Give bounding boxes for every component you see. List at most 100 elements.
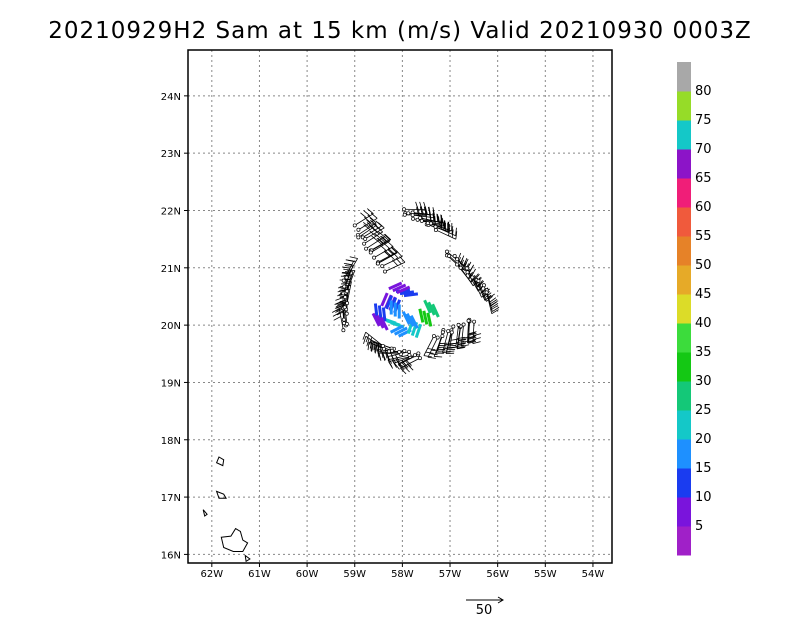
colorbar-segment (677, 526, 691, 556)
wind-barb-staff (364, 227, 385, 240)
wind-barb-feather (369, 217, 377, 224)
wind-barb-feather (373, 341, 376, 350)
wind-barb-feather (342, 266, 351, 269)
wind-barb-feather (455, 344, 464, 348)
colorbar-segment (677, 178, 691, 208)
wind-barb-feather (335, 297, 344, 301)
wind-barb-feather (380, 349, 384, 358)
wind-barb-staff (478, 280, 487, 302)
colorbar-segment (677, 149, 691, 179)
wind-barb-feather (451, 338, 460, 341)
wind-barb-station (407, 353, 412, 358)
wind-barb-feather (383, 233, 390, 240)
wind-barb-station (383, 269, 387, 274)
wind-barb-feather (395, 357, 401, 366)
wind-barb-staff (423, 335, 435, 356)
wind-barb-feather (448, 342, 457, 345)
colorbar-label: 45 (695, 287, 712, 302)
wind-barb-station (372, 255, 377, 260)
wind-barb-feather (381, 235, 388, 242)
wind-barb-feather (434, 216, 436, 225)
wind-barb-feather (364, 216, 371, 223)
wind-barb-feather (400, 367, 407, 375)
wind-barb-feather (489, 297, 497, 303)
wind-barb-feather (458, 338, 467, 341)
wind-barb-station (380, 264, 385, 269)
wind-barb-staff (433, 335, 443, 357)
wind-barb-feather (405, 359, 412, 366)
y-tick-label: 23N (161, 149, 181, 160)
wind-barb-station (433, 224, 438, 229)
inner-core-barb (423, 299, 432, 314)
wind-barb-feather (399, 256, 406, 263)
colorbar-segment (677, 497, 691, 527)
colorbar-label: 80 (695, 84, 712, 99)
wind-barb-feather (467, 336, 476, 340)
wind-barb-feather (383, 235, 390, 242)
wind-barb-station (407, 349, 411, 354)
wind-barb-feather (459, 257, 464, 266)
colorbar-label: 50 (695, 258, 712, 273)
x-tick-label: 61W (248, 569, 271, 580)
wind-barb-feather (366, 208, 374, 214)
wind-barb-station (461, 322, 466, 327)
colorbar-segment (677, 381, 691, 411)
inner-core-barb (426, 312, 433, 327)
inner-core-barb (405, 312, 415, 327)
wind-barb-station (344, 275, 349, 280)
colorbar-segment (677, 352, 691, 382)
wind-barb-feather (468, 265, 474, 274)
wind-barb-feather (345, 263, 354, 266)
wind-barb-staff (387, 354, 410, 361)
inner-core-barb (389, 324, 404, 334)
colorbar-label: 60 (695, 200, 712, 215)
y-tick-label: 18N (161, 436, 181, 447)
wind-barb-station (345, 289, 349, 294)
wind-barb-feather (344, 265, 353, 267)
x-axis: 62W 61W 60W 59W 58W 57W 56W 55W 54W (201, 563, 604, 580)
colorbar-segment (677, 410, 691, 440)
wind-barb-staff (460, 324, 465, 347)
wind-barb-staff (382, 256, 403, 267)
wind-barb-feather (467, 332, 476, 336)
wind-barb-feather (419, 206, 423, 215)
x-tick-label: 55W (534, 569, 557, 580)
wind-barb-feather (455, 231, 458, 240)
wind-barb-feather (386, 353, 390, 362)
wind-barb-feather (468, 331, 477, 335)
wind-barb-feather (457, 343, 466, 346)
inner-core-barb (392, 283, 407, 293)
wind-barb-feather (372, 228, 380, 235)
wind-barb-feather (382, 353, 386, 362)
wind-barb-station (342, 305, 347, 310)
colorbar: 5 10 15 20 25 30 35 40 45 50 55 60 65 70 75 80 (677, 62, 712, 556)
wind-barb-feather (405, 360, 412, 368)
wind-barb-station (455, 262, 459, 267)
wind-barb-feather (458, 342, 467, 345)
wind-barb-staff (388, 356, 411, 363)
wind-barb-feather (391, 358, 397, 367)
colorbar-segment (677, 323, 691, 353)
wind-barb-feather (407, 364, 414, 371)
colorbar-segment (677, 265, 691, 295)
wind-barb-feather (391, 247, 398, 254)
wind-barb-station (440, 334, 445, 339)
wind-barb-feather (491, 309, 499, 315)
wind-barb-station (445, 249, 449, 254)
wind-barb-station (356, 227, 361, 232)
x-tick-label: 59W (343, 569, 366, 580)
wind-barb-feather (492, 306, 500, 312)
wind-barb-staff (445, 332, 453, 354)
wind-barb-feather (347, 259, 356, 263)
wind-barb-feather (370, 219, 377, 226)
wind-barb-feather (335, 305, 344, 309)
wind-barb-feather (448, 227, 450, 236)
wind-barb-staff (430, 223, 452, 232)
wind-barb-staff (354, 213, 374, 226)
wind-barb-staff (378, 352, 401, 355)
wind-barb-feather (487, 293, 495, 299)
wind-barb-feather (403, 366, 410, 373)
inner-core-barb (393, 326, 408, 336)
wind-barb-station (341, 328, 346, 333)
